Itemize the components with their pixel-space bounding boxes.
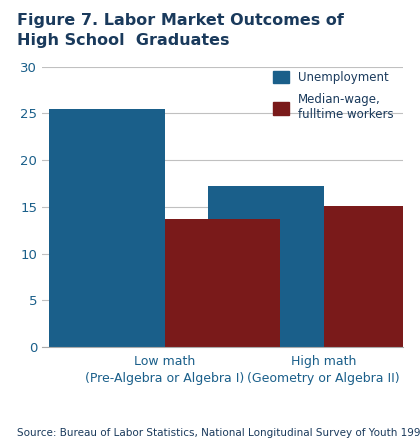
Text: Source: Bureau of Labor Statistics, National Longitudinal Survey of Youth 1997.: Source: Bureau of Labor Statistics, Nati… (17, 429, 420, 438)
Text: Figure 7. Labor Market Outcomes of
High School  Graduates: Figure 7. Labor Market Outcomes of High … (17, 13, 344, 48)
Legend: Unemployment, Median-wage,
fulltime workers: Unemployment, Median-wage, fulltime work… (270, 67, 397, 125)
Bar (49, 109, 165, 347)
Bar (165, 219, 281, 347)
Bar (208, 186, 324, 347)
Bar (324, 206, 420, 347)
